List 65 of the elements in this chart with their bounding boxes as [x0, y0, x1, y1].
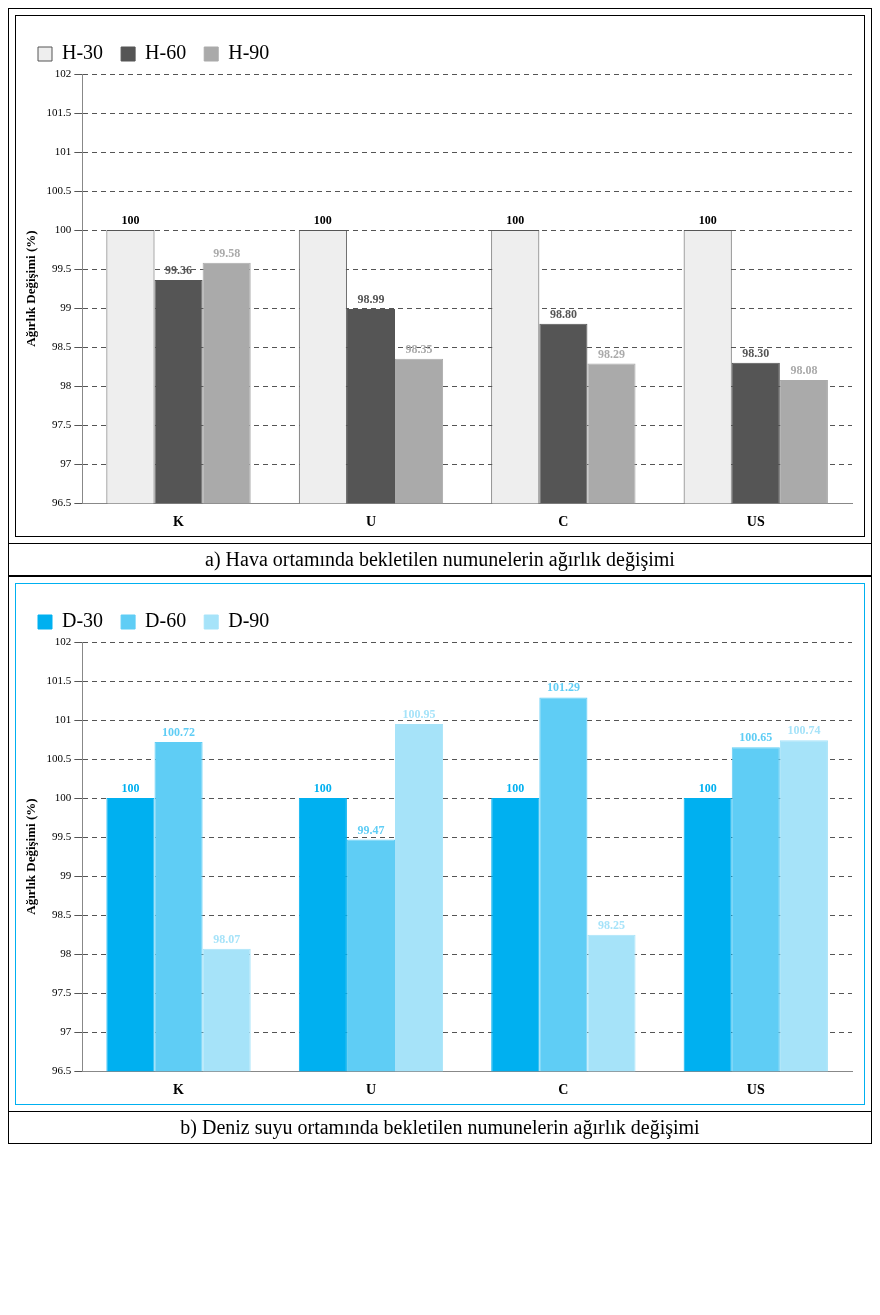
x-tick-label: C	[558, 1082, 569, 1098]
y-axis-title: Ağırlık Değişimi (%)	[23, 230, 39, 347]
y-tick-label: 97	[60, 1025, 72, 1038]
y-tick-label: 102	[54, 634, 72, 647]
y-tick-label: 101	[54, 712, 72, 725]
data-label: 99.58	[213, 245, 241, 260]
x-tick-label: K	[173, 514, 185, 530]
y-tick-label: 101	[54, 144, 72, 157]
y-tick-label: 98.5	[52, 908, 72, 921]
y-tick-label: 99	[60, 869, 72, 881]
y-tick-label: 98	[60, 947, 72, 960]
data-label: 98.08	[790, 363, 818, 377]
x-tick-label: US	[746, 514, 765, 530]
y-tick-label: 98.5	[52, 340, 72, 353]
data-label: 99.47	[357, 822, 385, 837]
text: b) Deniz suyu ortamında bekletilen numunelerin ağırlık değişimi	[9, 1111, 871, 1143]
legend-label: H-90	[228, 41, 270, 64]
y-tick-label: 100.5	[46, 183, 72, 196]
legend-label: H-30	[62, 41, 104, 64]
data-label: 98.25	[597, 917, 625, 932]
y-tick-label: 101.5	[46, 673, 72, 686]
x-tick-label: C	[558, 514, 569, 530]
data-label: 100	[313, 213, 332, 228]
y-tick-label: 97.5	[52, 418, 72, 431]
y-tick-label: 101.5	[46, 105, 72, 118]
data-label: 100.95	[402, 707, 436, 722]
y-axis-title: Ağırlık Değişimi (%)	[23, 798, 39, 915]
data-label: 100	[698, 213, 717, 228]
data-label: 100.65	[739, 730, 773, 745]
data-label: 98.35	[405, 341, 433, 356]
legend-label: D-30	[62, 609, 104, 632]
data-label: 100	[121, 213, 140, 228]
y-tick-label: 99.5	[52, 261, 72, 274]
data-label: 98.29	[597, 346, 625, 361]
data-label: 100	[506, 213, 525, 228]
data-label: 100	[121, 781, 140, 796]
x-tick-label: K	[173, 1082, 185, 1098]
data-label: 98.30	[742, 345, 770, 360]
data-label: 100	[313, 781, 332, 796]
data-label: 98.07	[213, 931, 241, 946]
data-label: 100.74	[787, 723, 821, 738]
y-tick-label: 98	[60, 379, 72, 392]
y-tick-label: 96.5	[52, 496, 72, 509]
data-label: 98.99	[357, 291, 385, 306]
y-tick-label: 100.5	[46, 751, 72, 764]
y-tick-label: 100	[54, 790, 72, 803]
y-tick-label: 97	[60, 457, 72, 470]
data-label: 100	[698, 781, 717, 796]
text: a) Hava ortamında bekletilen numunelerin ağırlık değişimi	[9, 543, 871, 575]
y-tick-label: 102	[54, 66, 72, 79]
data-label: 98.80	[549, 306, 577, 321]
legend-label: D-60	[145, 609, 187, 632]
x-tick-label: U	[365, 514, 377, 530]
data-label: 100	[506, 781, 525, 796]
x-tick-label: US	[746, 1082, 765, 1098]
y-tick-label: 99	[60, 301, 72, 313]
data-label: 100.72	[162, 724, 196, 739]
data-label: 101.29	[546, 680, 580, 695]
y-tick-label: 99.5	[52, 829, 72, 842]
y-tick-label: 97.5	[52, 986, 72, 999]
y-tick-label: 100	[54, 222, 72, 235]
x-tick-label: U	[365, 1082, 377, 1098]
legend-label: H-60	[145, 41, 187, 64]
y-tick-label: 96.5	[52, 1064, 72, 1077]
legend-label: D-90	[228, 609, 270, 632]
